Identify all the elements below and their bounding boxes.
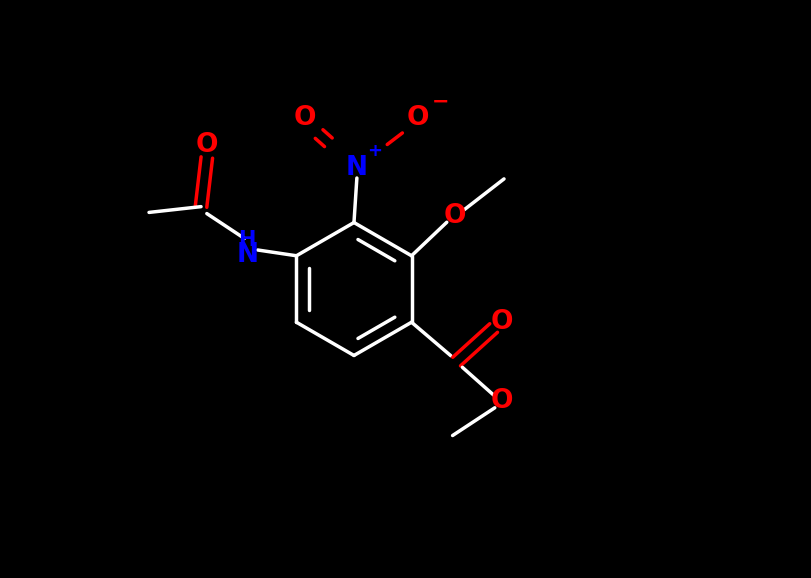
Text: O: O bbox=[443, 203, 466, 229]
Text: O: O bbox=[490, 388, 513, 414]
Text: N: N bbox=[236, 242, 258, 268]
Text: −: − bbox=[431, 91, 448, 111]
Text: O: O bbox=[490, 309, 513, 335]
Text: O: O bbox=[406, 106, 428, 131]
Text: H: H bbox=[238, 229, 255, 250]
Text: O: O bbox=[195, 132, 218, 158]
Text: O: O bbox=[294, 106, 315, 131]
Text: N: N bbox=[345, 155, 367, 180]
Text: +: + bbox=[367, 142, 381, 161]
